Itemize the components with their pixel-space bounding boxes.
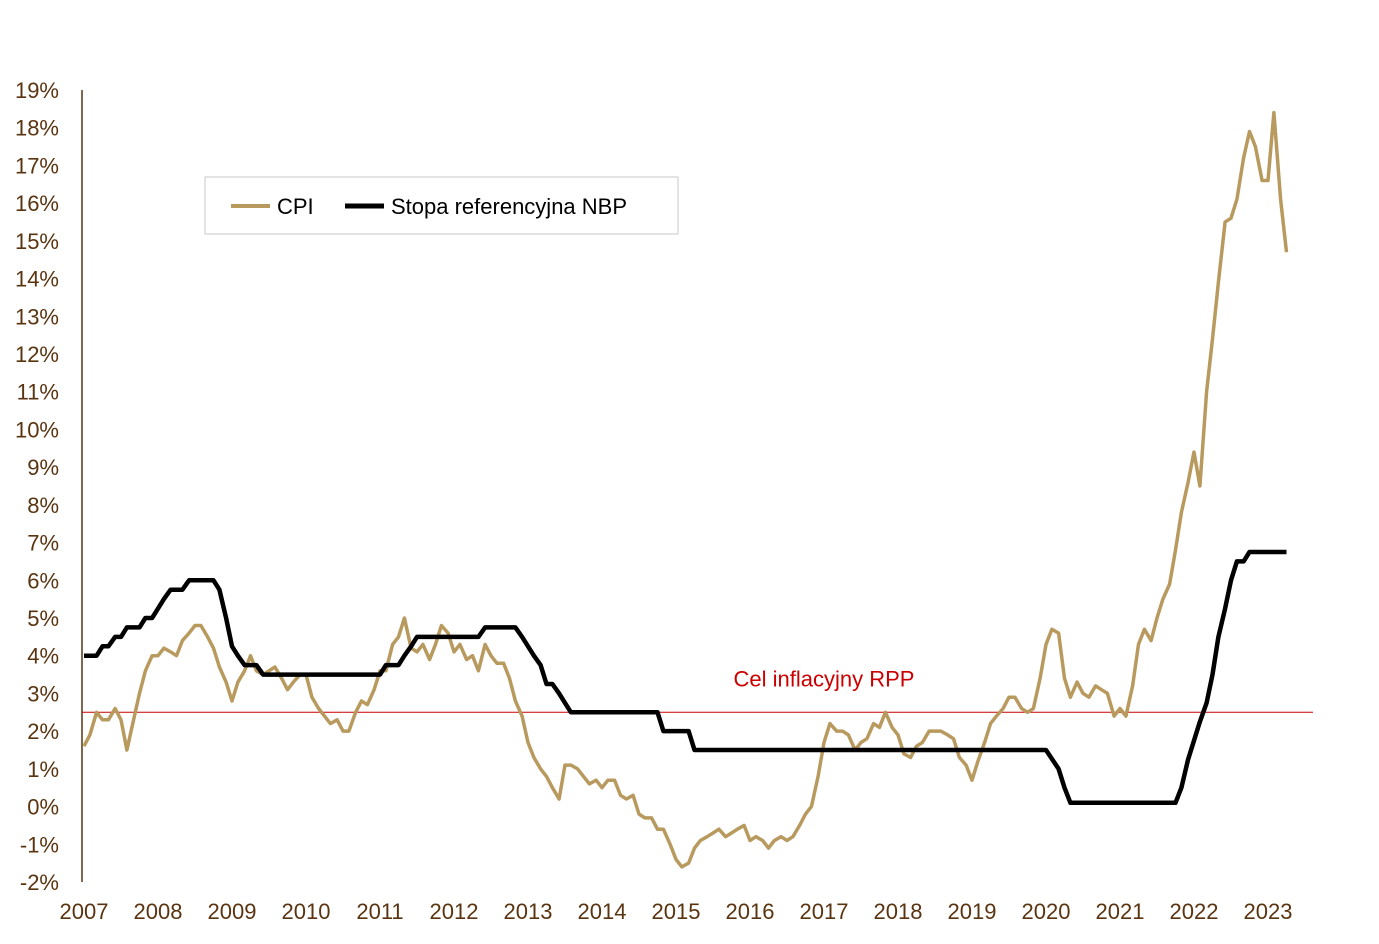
y-tick-label: 19%: [15, 78, 59, 103]
x-tick-label: 2013: [504, 899, 553, 924]
y-tick-label: 13%: [15, 304, 59, 329]
x-tick-label: 2018: [874, 899, 923, 924]
y-tick-label: 9%: [27, 455, 59, 480]
x-tick-label: 2020: [1022, 899, 1071, 924]
legend-label-rate: Stopa referencyjna NBP: [391, 194, 627, 219]
x-tick-label: 2014: [578, 899, 627, 924]
x-tick-label: 2011: [356, 899, 403, 924]
y-tick-label: 11%: [17, 380, 59, 405]
y-tick-label: 15%: [15, 229, 59, 254]
x-tick-label: 2021: [1096, 899, 1145, 924]
y-tick-label: 10%: [15, 417, 59, 442]
y-tick-label: 17%: [15, 153, 59, 178]
y-tick-label: 14%: [15, 267, 59, 292]
x-tick-label: 2015: [652, 899, 701, 924]
y-tick-label: 4%: [27, 644, 59, 669]
x-tick-label: 2008: [134, 899, 183, 924]
x-tick-label: 2017: [800, 899, 849, 924]
x-tick-label: 2022: [1170, 899, 1219, 924]
x-tick-label: 2007: [60, 899, 109, 924]
x-tick-label: 2016: [726, 899, 775, 924]
y-tick-label: 18%: [15, 116, 59, 141]
x-tick-label: 2009: [208, 899, 257, 924]
y-tick-label: 1%: [27, 757, 59, 782]
x-tick-label: 2019: [948, 899, 997, 924]
y-tick-label: 0%: [27, 795, 59, 820]
x-tick-label: 2012: [430, 899, 479, 924]
x-tick-labels: 2007 2008 2009 2010 2011 2012 2013 2014 2015 2016…: [60, 899, 1293, 924]
y-tick-label: 6%: [27, 568, 59, 593]
y-tick-label: 16%: [15, 191, 59, 216]
x-tick-label: 2010: [282, 899, 331, 924]
y-tick-label: -2%: [20, 870, 59, 895]
y-tick-label: 12%: [15, 342, 59, 367]
legend-box: [204, 176, 679, 235]
x-tick-label: 2023: [1244, 899, 1293, 924]
legend-label-cpi: CPI: [277, 194, 314, 219]
y-tick-label: -1%: [20, 832, 59, 857]
y-tick-label: 8%: [27, 493, 59, 518]
legend: CPI Stopa referencyjna NBP: [204, 176, 679, 235]
y-tick-label: 3%: [27, 681, 59, 706]
y-tick-label: 7%: [27, 531, 59, 556]
target-label: Cel inflacyjny RPP: [734, 666, 915, 691]
y-tick-labels: 19% 18% 17% 16% 15% 14% 13% 12% 11% 10% 9% 8% 7% 6% 5%…: [15, 78, 59, 895]
y-tick-label: 5%: [27, 606, 59, 631]
series-line-rate: [84, 549, 1287, 806]
series-line-cpi: [82, 110, 1289, 869]
y-tick-label: 2%: [27, 719, 59, 744]
